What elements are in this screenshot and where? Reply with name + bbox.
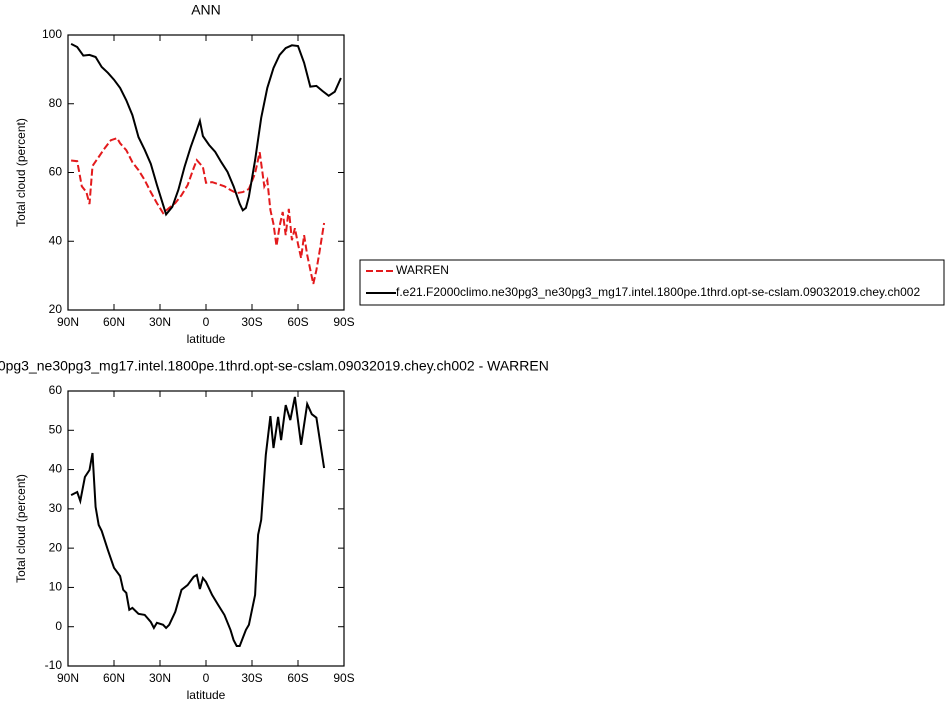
y-tick-label: 10 xyxy=(49,580,63,594)
plot-frame xyxy=(67,390,345,667)
x-tick-label: 60N xyxy=(103,671,125,685)
legend-label: f.e21.F2000climo.ne30pg3_ne30pg3_mg17.in… xyxy=(396,285,920,299)
chart-title: ANN xyxy=(191,2,221,18)
x-tick-label: 0 xyxy=(203,315,210,329)
x-tick-label: 30N xyxy=(149,671,171,685)
y-tick-label: 40 xyxy=(49,462,63,476)
y-tick-label: 60 xyxy=(49,165,63,179)
chart-title: f.e21.F2000climo.ne30pg3_ne30pg3_mg17.in… xyxy=(0,358,549,374)
y-tick-label: 60 xyxy=(49,383,63,397)
x-tick-label: 30N xyxy=(149,315,171,329)
y-tick-label: 30 xyxy=(49,501,63,515)
series-line xyxy=(70,43,342,217)
y-axis-label: Total cloud (percent) xyxy=(14,474,28,583)
y-tick-label: 0 xyxy=(55,619,62,633)
x-tick-label: 60S xyxy=(287,671,308,685)
x-tick-label: 0 xyxy=(203,671,210,685)
y-tick-label: 20 xyxy=(49,302,63,316)
x-tick-label: 90N xyxy=(57,671,79,685)
x-tick-label: 90S xyxy=(333,671,354,685)
series-line xyxy=(70,396,326,647)
y-tick-label: 50 xyxy=(49,422,63,436)
y-tick-label: 100 xyxy=(42,27,62,41)
y-tick-label: 20 xyxy=(49,540,63,554)
x-tick-label: 30S xyxy=(241,315,262,329)
x-tick-label: 90S xyxy=(333,315,354,329)
series-line xyxy=(70,136,326,285)
x-axis-label: latitude xyxy=(187,688,226,702)
y-tick-label: 80 xyxy=(49,96,63,110)
legend-label: WARREN xyxy=(396,263,449,277)
y-tick-label: 40 xyxy=(49,233,63,247)
legend-box xyxy=(359,259,945,306)
y-tick-label: -10 xyxy=(45,658,63,672)
x-tick-label: 60S xyxy=(287,315,308,329)
x-tick-label: 30S xyxy=(241,671,262,685)
plot-frame xyxy=(67,34,345,311)
x-tick-label: 60N xyxy=(103,315,125,329)
x-tick-label: 90N xyxy=(57,315,79,329)
y-axis-label: Total cloud (percent) xyxy=(14,118,28,227)
x-axis-label: latitude xyxy=(187,332,226,346)
